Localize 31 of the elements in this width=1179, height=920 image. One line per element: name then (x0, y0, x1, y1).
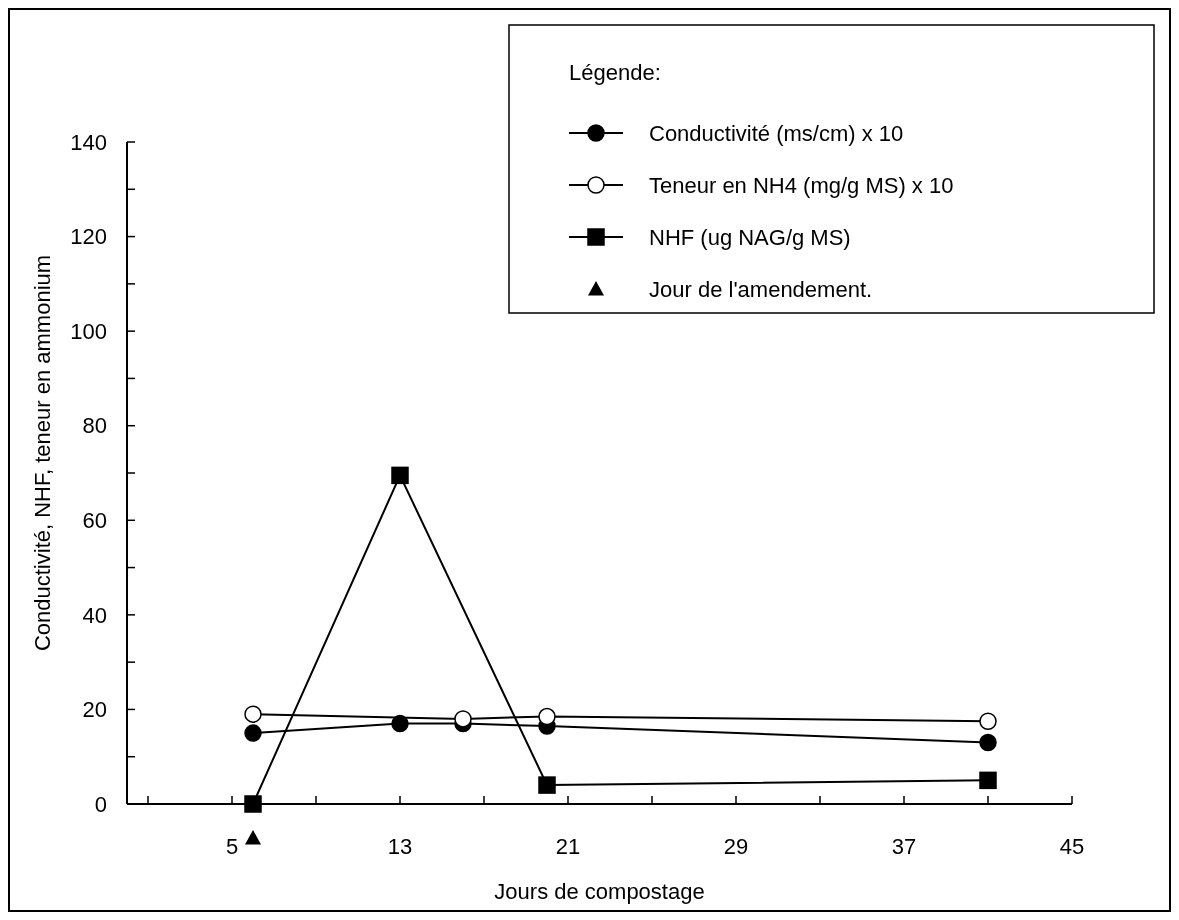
x-tick-label: 45 (1059, 834, 1085, 859)
point (244, 795, 262, 813)
legend-label: NHF (ug NAG/g MS) (649, 224, 851, 250)
annotation: Jour de l'amendement. (649, 276, 873, 302)
point (391, 466, 409, 485)
x-tick-label: 13 (387, 834, 413, 859)
y-tick-label: 0 (94, 791, 107, 817)
y-tick-label: 40 (82, 602, 107, 628)
legend-title: Légende: (569, 60, 661, 85)
y-tick-label: 120 (70, 224, 107, 250)
x-tick-label: 29 (723, 834, 749, 859)
y-tick-label: 80 (82, 413, 107, 439)
y-tick-label: 140 (70, 129, 107, 155)
y-axis-title: Conductivité, NHF, teneur en ammonium (30, 254, 55, 652)
point (538, 707, 556, 726)
x-tick-label: 5 (225, 834, 239, 859)
point (979, 771, 997, 790)
x-tick-label: 21 (555, 834, 581, 859)
point (979, 712, 997, 730)
legend-label: Teneur en NH4 (mg/g MS) x 10 (649, 172, 954, 198)
y-tick-label: 100 (70, 318, 107, 344)
point (538, 776, 556, 794)
y-tick-label: 20 (82, 697, 107, 723)
point (454, 710, 472, 728)
point (244, 705, 262, 723)
point (979, 733, 997, 752)
x-axis-title: Jours de compostage (494, 879, 705, 904)
y-tick-label: 60 (82, 507, 107, 533)
x-tick-label: 37 (891, 834, 917, 859)
legend-label: Conductivité (ms/cm) x 10 (649, 120, 904, 146)
point (244, 724, 262, 742)
